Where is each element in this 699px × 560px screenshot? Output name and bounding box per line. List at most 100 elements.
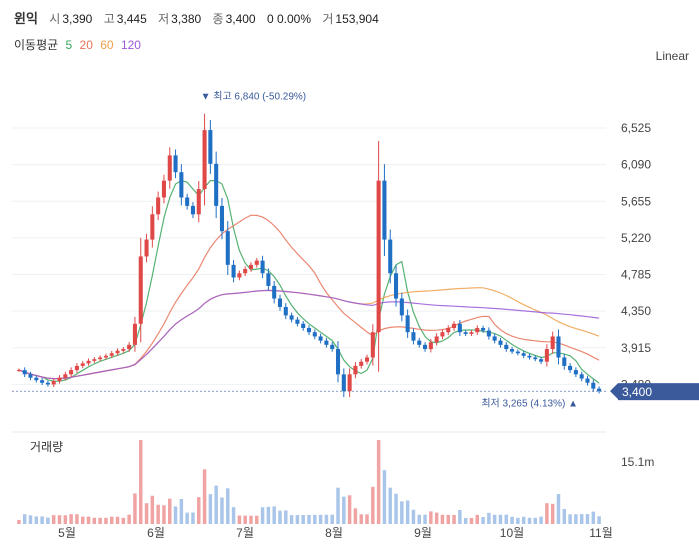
volume-bar (266, 506, 271, 524)
y-tick-label: 4,785 (621, 268, 651, 282)
candle-body (190, 205, 195, 215)
candle-body (277, 298, 283, 307)
volume-bar (342, 496, 346, 524)
volume-bar (92, 517, 97, 524)
volume-label: 거 (322, 12, 334, 26)
candle-body (237, 273, 242, 278)
candle-body (289, 315, 294, 320)
candle-body (550, 336, 555, 350)
candle-body (539, 359, 544, 362)
high-label: 고 (103, 12, 115, 26)
ma-20[interactable]: 20 (79, 38, 93, 52)
candle-body (463, 332, 468, 334)
x-axis-ticks: 5월 6월 7월 8월 9월 10월 11월 (58, 526, 613, 540)
y-tick-label: 6,525 (621, 121, 651, 135)
volume-bar (336, 487, 340, 524)
change-value: 0 0.00% (266, 12, 311, 26)
volume-bar (382, 470, 387, 524)
candle-body (196, 189, 201, 215)
candle-body (335, 349, 341, 375)
x-tick-label: 6월 (147, 526, 165, 540)
candle-body (446, 328, 451, 333)
volume-bar (498, 514, 503, 524)
volume-bar (289, 515, 294, 524)
volume-bar (359, 514, 363, 524)
volume-bar (17, 520, 21, 524)
volume-bar (115, 516, 120, 524)
candle-body (440, 332, 445, 337)
volume-bar (562, 508, 567, 524)
candles (16, 113, 602, 398)
ma-120[interactable]: 120 (120, 38, 141, 52)
ma-60[interactable]: 60 (100, 38, 114, 52)
volume-bar (284, 510, 288, 524)
candle-body (40, 380, 45, 383)
volume-max-label: 15.1m (621, 455, 654, 469)
volume-bar (307, 514, 311, 524)
volume-bar (57, 515, 62, 524)
candle-body (318, 336, 323, 341)
volume-bar (226, 488, 230, 524)
y-tick-label: 5,655 (621, 194, 651, 208)
candle-body (127, 344, 132, 350)
volume-bar (255, 515, 259, 524)
candle-body (562, 357, 567, 366)
candle-body (301, 323, 306, 328)
volume-bar (550, 503, 555, 524)
candle-body (393, 273, 399, 299)
candle-body (231, 264, 236, 278)
candle-body (434, 336, 439, 343)
y-tick-label: 4,350 (621, 304, 651, 318)
volume-bar (144, 503, 149, 524)
x-tick-label: 10월 (500, 526, 524, 540)
volume-bar (429, 511, 433, 524)
candle-body (243, 269, 248, 274)
volume-bars: 15.1m (12, 431, 654, 524)
volume-bar (75, 514, 79, 524)
candle-body (353, 365, 358, 375)
y-tick-label: 5,220 (621, 231, 651, 245)
volume-bar (446, 514, 450, 524)
candle-body (109, 353, 114, 356)
volume-bar (260, 507, 265, 524)
candle-body (132, 323, 137, 345)
volume-bar (417, 514, 421, 524)
candle-body (382, 180, 387, 240)
candle-body (521, 353, 526, 356)
candle-body (22, 370, 27, 375)
candle-body (469, 332, 474, 334)
volume-bar (46, 517, 50, 524)
volume-bar (272, 506, 276, 524)
candle-body (492, 336, 497, 341)
x-tick-label: 7월 (236, 526, 254, 540)
volume-bar (423, 514, 427, 524)
scale-mode-toggle[interactable]: Linear (655, 49, 689, 63)
ma-label: 이동평균 (14, 38, 59, 52)
volume-bar (98, 517, 102, 524)
volume-bar (574, 514, 578, 524)
volume-bar (527, 517, 532, 524)
candle-body (452, 323, 457, 328)
candle-body (510, 349, 515, 352)
volume-bar (220, 497, 224, 524)
volume-bar (179, 499, 184, 524)
candle-body (423, 344, 428, 350)
candle-body (219, 205, 225, 232)
volume-bar (504, 514, 509, 524)
volume-bar (104, 517, 108, 524)
candle-body (208, 130, 213, 164)
high-annotation: ▼ 최고 6,840 (-50.29%) (201, 90, 307, 102)
quote-header: 윈익 시 3,390 고 3,445 저 3,380 종 3,400 0 0.00% 거… (14, 8, 387, 27)
volume-bar (510, 516, 514, 524)
candle-body (295, 319, 300, 324)
x-tick-label: 5월 (58, 526, 76, 540)
volume-bar (34, 516, 39, 524)
candle-body (341, 374, 346, 392)
volume-bar (86, 516, 91, 524)
candle-body (591, 382, 596, 389)
volume-bar (202, 469, 207, 524)
candle-body (283, 306, 288, 316)
open-label: 시 (49, 12, 61, 26)
ma-5[interactable]: 5 (65, 38, 73, 52)
y-tick-label: 3,915 (621, 341, 651, 355)
